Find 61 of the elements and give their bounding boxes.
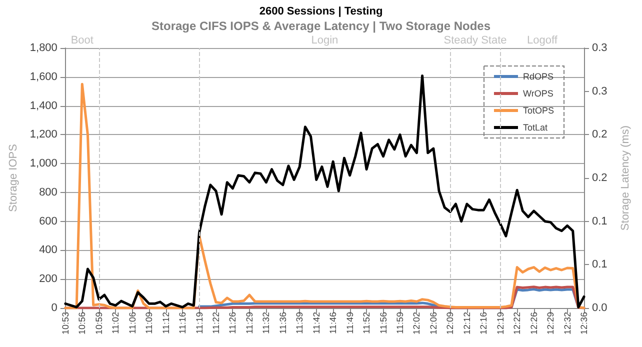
x-tick-label: 11:02 xyxy=(110,312,121,334)
x-tick-label: 11:46 xyxy=(328,312,338,334)
x-tick-label: 11:22 xyxy=(210,312,221,334)
x-tick-label: 12:02 xyxy=(412,312,422,335)
y2-tick-label: 0.3 xyxy=(592,42,608,54)
x-tick-label: 11:26 xyxy=(228,312,238,334)
legend-label: RdOPS xyxy=(522,72,554,82)
x-tick-label: 11:16 xyxy=(178,312,188,334)
legend-label: WrOPS xyxy=(522,88,554,98)
ref-line-label: Steady State xyxy=(444,34,507,46)
legend-label: TotLat xyxy=(522,122,548,132)
x-tick-label: 11:09 xyxy=(144,312,154,334)
y-tick-label: 1,400 xyxy=(30,100,58,112)
y2-tick-label: 0.1 xyxy=(592,215,608,228)
x-tick-label: 11:56 xyxy=(378,312,388,334)
y2-tick-label: 0.1 xyxy=(592,258,608,271)
x-tick-label: 12:26 xyxy=(528,312,539,335)
x-tick-label: 12:09 xyxy=(445,312,456,335)
y-tick-label: 600 xyxy=(39,215,58,228)
x-tick-label: 11:19 xyxy=(194,312,204,334)
y-tick-label: 1,000 xyxy=(30,158,58,170)
y-tick-label: 200 xyxy=(39,273,58,286)
text: Login xyxy=(311,34,338,46)
x-tick-label: 11:06 xyxy=(127,312,138,334)
y2-tick-label: 0.3 xyxy=(592,85,608,98)
y-axis-title: Storage IOPS xyxy=(8,144,20,212)
x-tick-label: 11:32 xyxy=(261,312,272,334)
y2-tick-label: 0.2 xyxy=(592,128,608,141)
x-tick-label: 11:36 xyxy=(278,312,288,334)
x-tick-label: 12:06 xyxy=(428,312,438,335)
x-tick-label: 12:29 xyxy=(546,312,556,335)
x-tick-label: 10:56 xyxy=(77,312,88,335)
x-tick-label: 12:36 xyxy=(579,312,589,335)
x-tick-label: 11:12 xyxy=(160,312,171,334)
y-tick-label: 400 xyxy=(39,244,58,256)
x-tick-label: 10:53 xyxy=(60,312,70,335)
ref-line-label: Boot xyxy=(70,34,94,46)
x-tick-label: 12:32 xyxy=(562,312,572,335)
x-tick-label: 11:29 xyxy=(244,312,254,334)
x-tick-label: 12:16 xyxy=(478,312,489,335)
y2-tick-label: 0.0 xyxy=(592,302,608,314)
y-tick-label: 800 xyxy=(39,186,58,198)
chart-subtitle: Storage CIFS IOPS & Average Latency | Two Storage Nodes xyxy=(152,19,491,33)
y-tick-label: 1,200 xyxy=(30,128,58,141)
x-tick-label: 11:52 xyxy=(362,312,372,334)
chart-title: 2600 Sessions | Testing xyxy=(259,6,383,18)
ref-line-label: Logoff xyxy=(526,34,558,46)
x-tick-label: 12:12 xyxy=(462,312,472,335)
y2-axis-title: Storage Latency (ms) xyxy=(620,125,632,231)
y-tick-label: 1,600 xyxy=(30,70,58,83)
x-tick-label: 11:59 xyxy=(394,312,405,334)
y2-tick-label: 0.2 xyxy=(592,172,608,184)
x-tick-label: 12:19 xyxy=(495,312,506,335)
x-tick-label: 10:59 xyxy=(94,312,104,335)
y-tick-label: 1,800 xyxy=(30,42,58,54)
legend-label: TotOPS xyxy=(522,106,554,116)
x-tick-label: 11:49 xyxy=(344,312,355,334)
x-tick-label: 12:22 xyxy=(512,312,522,335)
x-tick-label: 11:39 xyxy=(294,312,305,334)
y-tick-label: 0 xyxy=(51,302,58,314)
x-tick-label: 11:42 xyxy=(311,312,322,334)
